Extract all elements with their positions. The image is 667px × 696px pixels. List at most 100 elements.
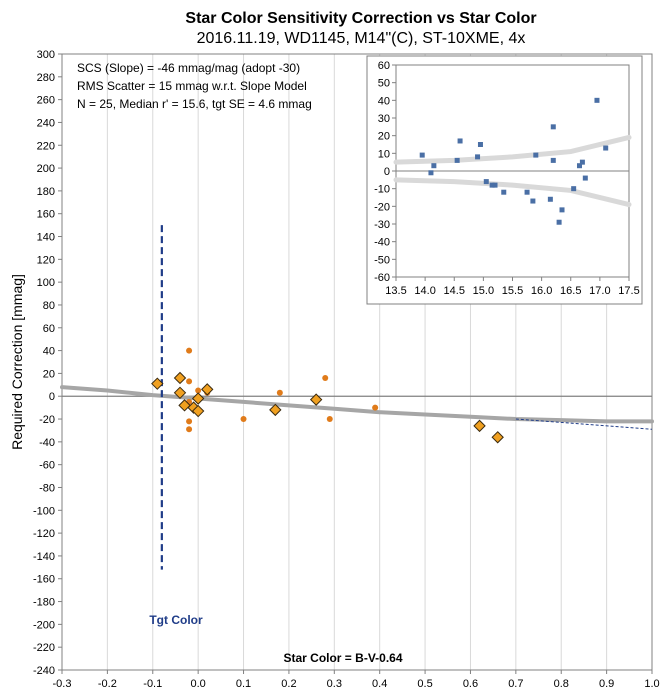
inset-x-tick-labels: 13.5 14.0 14.5 15.0 15.5 16.0 16.5 17.0 17.5 (385, 285, 639, 297)
inset-data-point (524, 189, 530, 195)
x-tick-label: 0.7 (508, 678, 523, 690)
y-tick-label: -180 (33, 597, 55, 609)
main-plot-frame (61, 53, 653, 671)
inset-data-point (489, 182, 495, 188)
inset-y-tick-label: 0 (384, 166, 390, 178)
inset-data-point (428, 170, 434, 176)
y-tick-label: -20 (39, 414, 55, 426)
inset-data-point (559, 207, 565, 213)
chart-title: Star Color Sensitivity Correction vs Sta… (185, 10, 536, 27)
inset-y-tick-label: -60 (374, 272, 390, 284)
data-point-dot (276, 389, 283, 396)
data-point-diamond (191, 392, 205, 405)
inset-x-tick-label: 14.5 (444, 285, 465, 297)
annotation-line-3: N = 25, Median r' = 15.6, tgt SE = 4.6 m… (77, 97, 312, 111)
inset-data-point (483, 179, 489, 185)
inset-gridlines (392, 64, 630, 281)
inset-data-point (576, 163, 582, 169)
inset-data-point (582, 175, 588, 181)
inset-data-point (556, 219, 562, 225)
inset-data-point (550, 124, 556, 130)
inset-y-tick-label: -10 (374, 184, 390, 196)
chart-subtitle: 2016.11.19, WD1145, M14"(C), ST-10XME, 4… (197, 30, 526, 47)
main-plot-area: -0.3 -0.2 -0.1 0.0 0.1 0.2 0.3 0.4 0.5 0.6 0.7 0.8 0… (33, 49, 660, 690)
x-tick-label: 0.6 (463, 678, 478, 690)
main-x-tick-labels: -0.3 -0.2 -0.1 0.0 0.1 0.2 0.3 0.4 0.5 0.6 0.7 0.8 0… (53, 678, 660, 690)
inset-y-tick-label: 60 (378, 60, 390, 72)
inset-y-tick-label: 40 (378, 95, 390, 107)
y-tick-label: 300 (37, 49, 55, 61)
inset-upper-band (393, 134, 632, 165)
inset-y-tick-label: -50 (374, 254, 390, 266)
inset-plot-frame (395, 64, 630, 278)
inset-data-point (594, 97, 600, 103)
data-point-diamond (491, 431, 504, 444)
y-tick-label: 0 (49, 391, 55, 403)
y-tick-label: 80 (43, 300, 55, 312)
x-tick-label: -0.1 (143, 678, 162, 690)
data-point-diamond (473, 419, 486, 433)
y-tick-label: -240 (33, 665, 55, 677)
inset-data-point (530, 198, 536, 204)
main-series (60, 225, 654, 570)
inset-data-point (457, 138, 463, 144)
data-point-dot (186, 347, 193, 354)
inset-data-point (603, 145, 609, 151)
data-point-diamond (173, 386, 187, 400)
inset-series (393, 97, 632, 225)
main-y-tick-labels: 3002802602402202001801601401201008060402… (33, 49, 55, 677)
x-tick-label: 1.0 (644, 678, 659, 690)
inset-data-point (419, 152, 425, 158)
inset-chart: 13.5 14.0 14.5 15.0 15.5 16.0 16.5 17.0 17.5 60 5… (366, 55, 643, 305)
y-axis-label: Required Correction [mmag] (9, 274, 25, 450)
inset-y-tick-label: 10 (378, 148, 390, 160)
x-tick-label: 0.1 (236, 678, 251, 690)
inset-data-point (492, 182, 498, 188)
data-point-diamond (191, 404, 205, 418)
y-tick-label: 160 (37, 209, 55, 221)
y-tick-label: 240 (37, 117, 55, 129)
x-tick-label: 0.9 (599, 678, 614, 690)
inset-data-point (477, 142, 483, 147)
x-tick-label: 0.4 (372, 678, 387, 690)
inset-data-point (550, 157, 556, 163)
annotation-line-1: SCS (Slope) = -46 mmag/mag (adopt -30) (77, 61, 300, 75)
y-tick-label: -120 (33, 528, 55, 540)
inset-x-tick-label: 13.5 (385, 285, 406, 297)
y-tick-label: -100 (33, 505, 55, 517)
y-tick-label: -60 (39, 460, 55, 472)
x-tick-label: 0.2 (281, 678, 296, 690)
data-point-diamond (309, 393, 323, 406)
y-tick-label: 260 (37, 95, 55, 107)
y-tick-label: 220 (37, 140, 55, 152)
y-tick-label: 60 (43, 323, 55, 335)
inset-data-point (579, 159, 585, 165)
x-tick-label: 0.5 (417, 678, 432, 690)
data-point-dot (240, 416, 247, 423)
inset-y-tick-label: -40 (374, 237, 390, 249)
data-point-dot (186, 418, 193, 425)
inset-y-tick-label: 20 (378, 131, 390, 143)
y-tick-label: -80 (39, 482, 55, 494)
inset-data-point (547, 196, 553, 202)
data-point-diamond (269, 403, 282, 417)
inset-x-tick-label: 17.5 (618, 285, 639, 297)
inset-x-tick-label: 15.0 (473, 285, 494, 297)
annotation-line-2: RMS Scatter = 15 mmag w.r.t. Slope Model (77, 79, 307, 93)
inset-x-tick-label: 15.5 (502, 285, 523, 297)
y-tick-label: 120 (37, 254, 55, 266)
data-point-diamond (201, 383, 214, 396)
x-tick-label: 0.3 (327, 678, 342, 690)
data-point-diamond (151, 377, 164, 390)
y-tick-label: -200 (33, 619, 55, 631)
y-tick-label: -220 (33, 642, 55, 654)
data-point-diamond (173, 371, 187, 385)
data-point-diamond (178, 399, 191, 412)
inset-data-point (571, 186, 577, 192)
inset-data-point (454, 157, 460, 163)
y-tick-label: -160 (33, 574, 55, 586)
y-tick-label: 140 (37, 232, 55, 244)
x-tick-label: 0.0 (191, 678, 206, 690)
inset-data-point (475, 154, 481, 160)
